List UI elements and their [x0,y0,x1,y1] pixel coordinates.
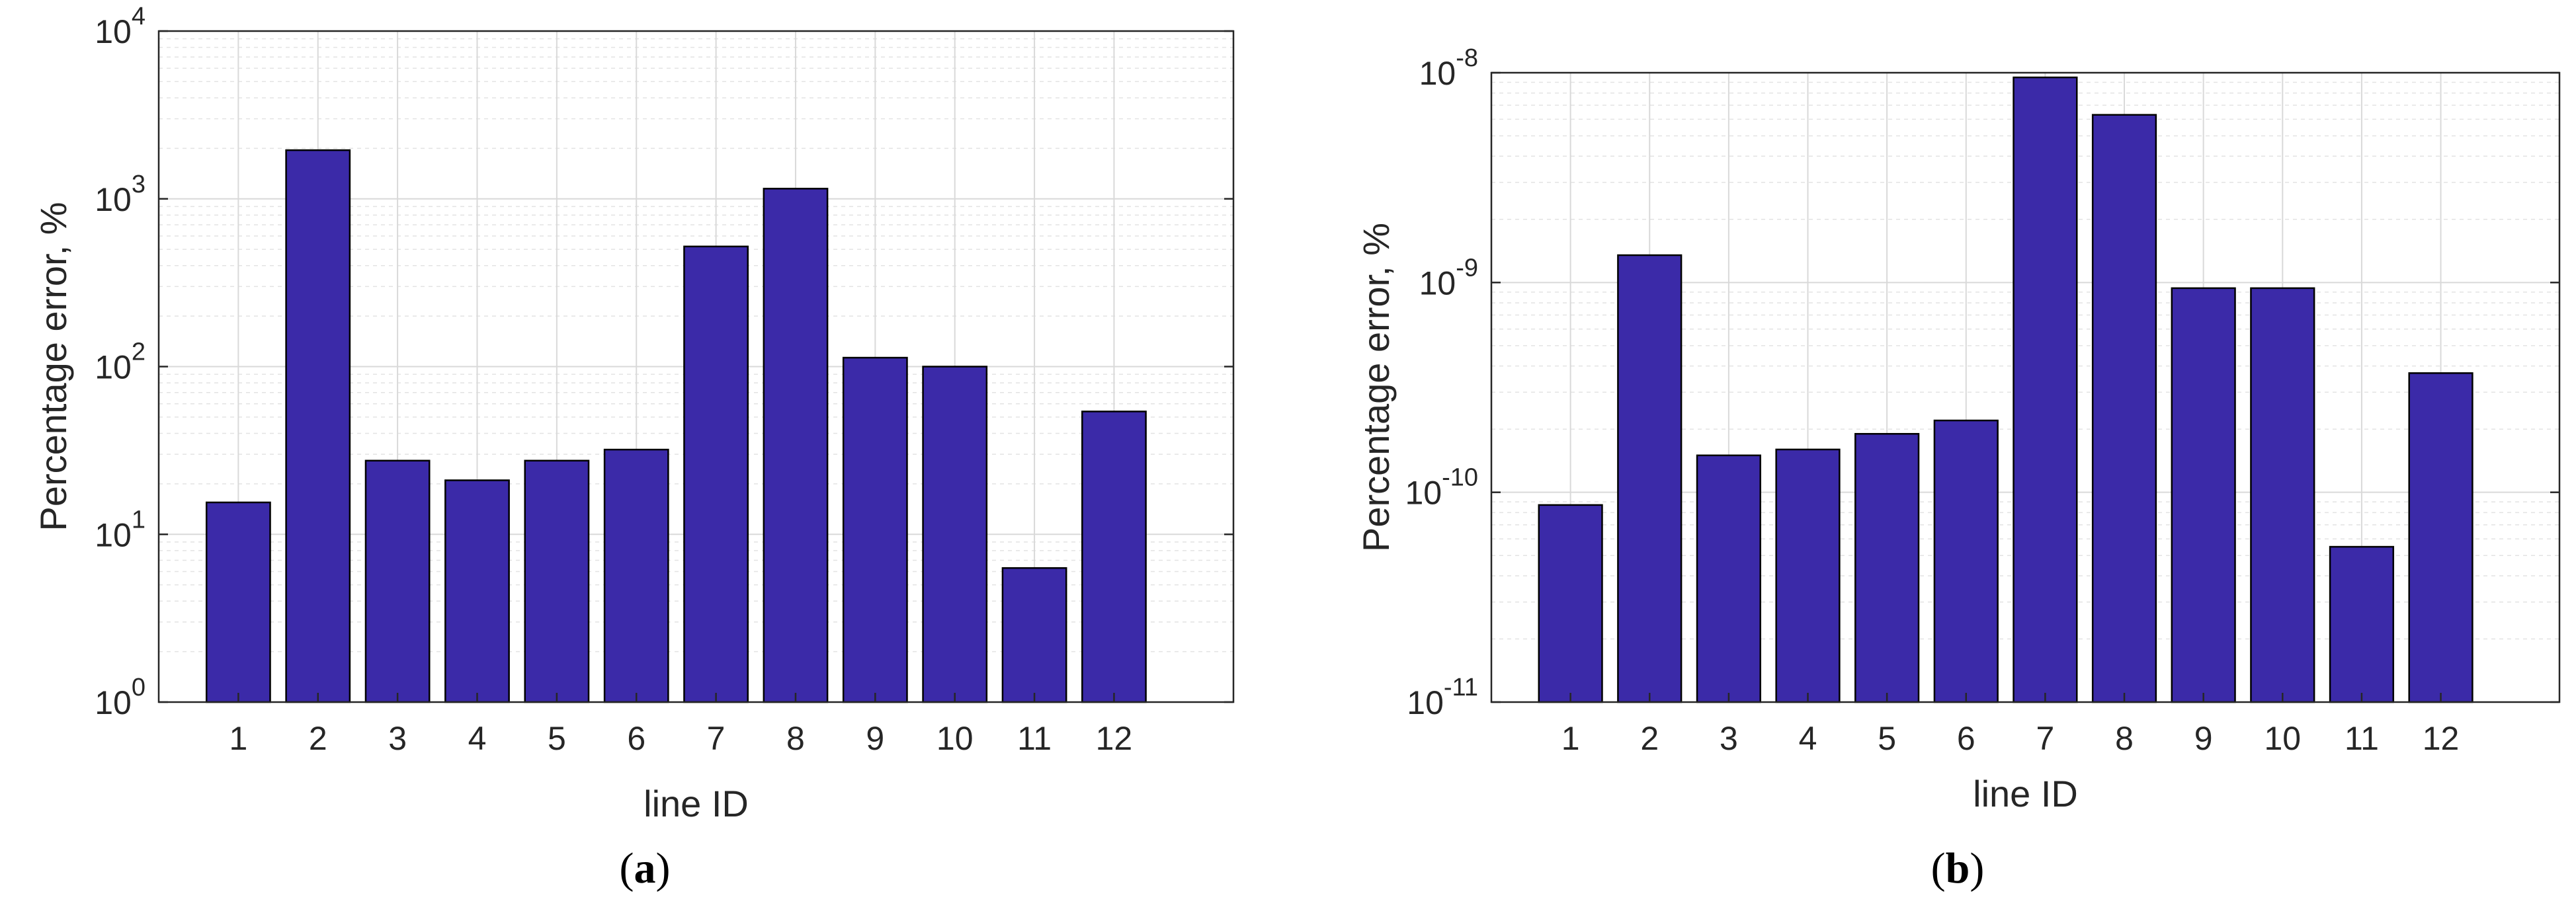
panel-a-x-tick-label-9: 9 [866,720,884,757]
panel-b-bar-10 [2250,287,2315,703]
panel-b-bar-4 [1775,448,1841,703]
panel-b-x-tick-label-5: 5 [1878,720,1896,757]
panel-b-x-tick-label-4: 4 [1799,720,1817,757]
panel-b-bar-7 [2013,76,2078,703]
panel-b-y-tick-label: 10-10 [1405,464,1478,512]
panel-a-bar-4 [444,479,510,703]
panel-a-caption: (a) [620,844,671,892]
panel-a-x-axis-label: line ID [644,783,749,824]
panel-a-bar-9 [842,356,908,703]
panel-a-bar-10 [922,366,988,703]
panel-a-x-tick-label-8: 8 [786,720,805,757]
panel-b-x-tick-label-12: 12 [2423,720,2460,757]
panel-b-bar-12 [2408,372,2473,703]
panel-a-x-tick-label-7: 7 [707,720,726,757]
panel-b-y-tick-label: 10-11 [1407,674,1478,721]
panel-b-bar-11 [2329,545,2395,703]
panel-a-bar-5 [524,459,590,703]
panel-b-y-axis-label: Percentage error, % [1355,223,1397,552]
panel-a-y-tick-label: 103 [95,171,145,218]
panel-b-bar-8 [2091,114,2157,703]
panel-a-bar-7 [683,245,749,703]
panel-a-x-tick-label-6: 6 [627,720,645,757]
panel-a-x-tick-label-12: 12 [1096,720,1133,757]
panel-b-x-tick-label-6: 6 [1957,720,1975,757]
panel-b-plot-frame [1490,71,2561,703]
panel-a-x-tick-label-11: 11 [1017,720,1052,757]
panel-a-bar-8 [763,188,829,703]
panel-a-bar-1 [205,501,271,703]
panel-b-x-tick-label-1: 1 [1561,720,1580,757]
panel-b-y-tick-label: 10-8 [1419,44,1478,92]
panel-a-x-tick-label-5: 5 [548,720,566,757]
panel-b-caption: (b) [1931,844,1985,892]
panel-b-x-tick-label-7: 7 [2036,720,2055,757]
panel-b-x-tick-label-3: 3 [1720,720,1738,757]
panel-b-x-tick-label-11: 11 [2345,720,2379,757]
panel-a-x-tick-label-1: 1 [229,720,247,757]
panel-b-x-tick-label-9: 9 [2194,720,2213,757]
panel-b-bar-3 [1696,454,1761,703]
panel-b-bar-6 [1933,419,1999,703]
panel-a-bar-11 [1001,567,1067,703]
panel-a-y-tick-label: 102 [95,338,145,386]
panel-b-bar-1 [1538,504,1603,703]
panel-a-x-tick-label-2: 2 [309,720,327,757]
panel-a-y-tick-label: 101 [95,506,145,553]
panel-a-x-tick-label-4: 4 [468,720,487,757]
panel-a-bar-6 [603,448,669,703]
panel-b-x-tick-label-10: 10 [2264,720,2301,757]
panel-a-y-axis-label: Percentage error, % [32,202,74,531]
panel-b-x-tick-label-8: 8 [2115,720,2134,757]
panel-a-bar-3 [364,459,431,703]
panel-b-y-tick-label: 10-9 [1419,254,1478,301]
panel-b-bar-2 [1617,254,1683,703]
panel-a-bar-12 [1081,411,1147,703]
panel-a-x-tick-label-10: 10 [936,720,974,757]
panel-b-bar-5 [1854,432,1920,703]
panel-a-y-tick-label: 104 [95,3,145,50]
panel-b-x-tick-label-2: 2 [1640,720,1659,757]
panel-a-x-tick-label-3: 3 [388,720,407,757]
panel-a-bar-2 [285,149,351,703]
panel-b-x-axis-label: line ID [1973,773,2078,814]
panel-b-bar-9 [2171,287,2236,703]
panel-a-y-tick-label: 100 [95,674,145,721]
